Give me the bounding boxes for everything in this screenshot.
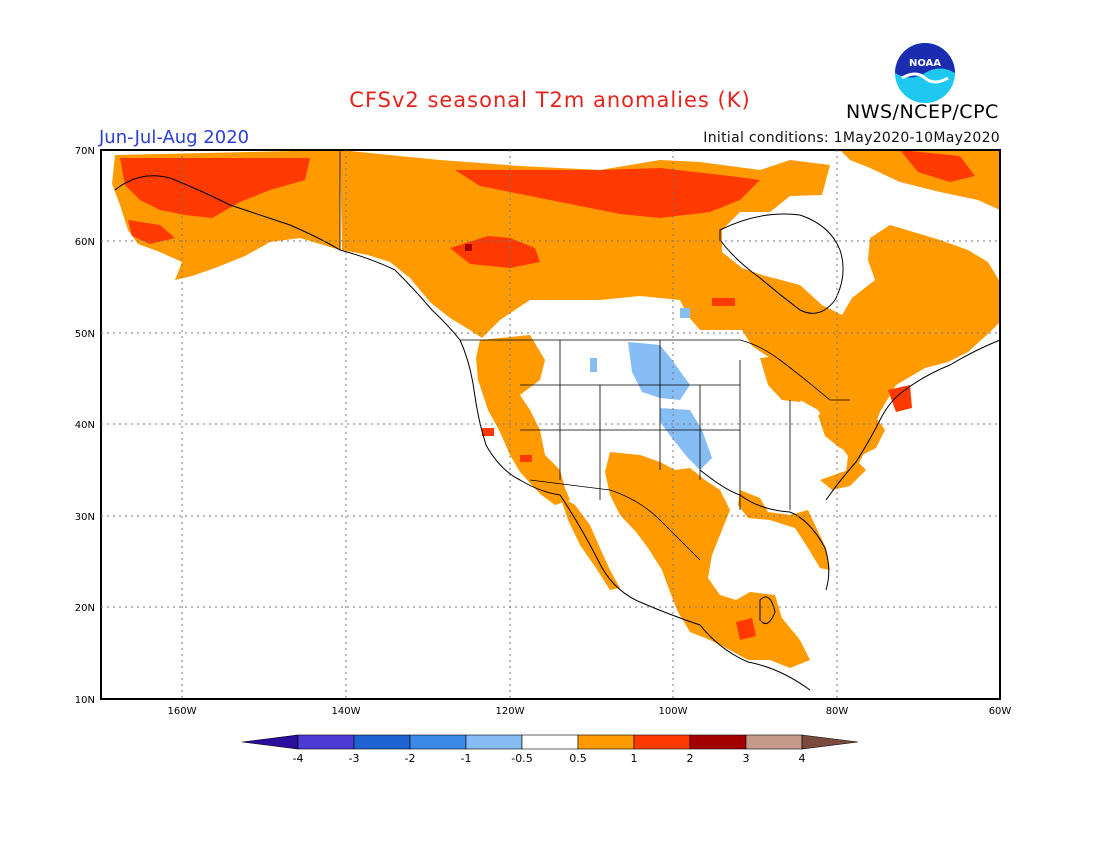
season-label: Jun-Jul-Aug 2020 bbox=[99, 127, 250, 148]
lat-label-30: 30N bbox=[75, 512, 95, 523]
colorbar-swatch bbox=[465, 734, 523, 750]
coastlines bbox=[114, 175, 1001, 691]
colorbar-label: -4 bbox=[293, 752, 304, 765]
colorbar-swatch bbox=[297, 734, 355, 750]
colorbar-swatch bbox=[689, 734, 747, 750]
colorbar-swatch bbox=[577, 734, 635, 750]
colorbar-label: 4 bbox=[799, 752, 806, 765]
colorbar-label: -3 bbox=[349, 752, 360, 765]
colorbar-label: 3 bbox=[743, 752, 750, 765]
lon-label-60w: 60W bbox=[989, 706, 1012, 717]
colorbar-swatch bbox=[633, 734, 691, 750]
colorbar-swatch bbox=[241, 734, 299, 750]
lon-label-160w: 160W bbox=[168, 706, 197, 717]
colorbar-swatch bbox=[409, 734, 467, 750]
colorbar-label: -1 bbox=[461, 752, 472, 765]
noaa-logo: NOAA bbox=[895, 43, 955, 103]
colorbar: -4 -3 -2 -1 -0.5 0.5 1 2 3 4 bbox=[241, 734, 859, 765]
colorbar-label: 2 bbox=[687, 752, 694, 765]
lat-label-40: 40N bbox=[75, 420, 95, 431]
lat-label-10: 10N bbox=[75, 695, 95, 706]
initial-conditions-label: Initial conditions: 1May2020-10May2020 bbox=[703, 130, 1000, 146]
lon-label-120w: 120W bbox=[496, 706, 525, 717]
cool-anomaly-regions bbox=[590, 308, 712, 470]
latitude-labels: 70N 60N 50N 40N 30N 20N 10N bbox=[75, 146, 95, 706]
graticule bbox=[101, 150, 1000, 699]
lon-label-140w: 140W bbox=[332, 706, 361, 717]
extreme-warm-spot bbox=[465, 244, 472, 251]
lat-label-50: 50N bbox=[75, 329, 95, 340]
colorbar-swatch bbox=[521, 734, 579, 750]
colorbar-label: -2 bbox=[405, 752, 416, 765]
chart-title: CFSv2 seasonal T2m anomalies (K) bbox=[349, 88, 751, 112]
lon-label-100w: 100W bbox=[659, 706, 688, 717]
colorbar-label: 1 bbox=[631, 752, 638, 765]
agency-label: NWS/NCEP/CPC bbox=[846, 101, 999, 123]
strong-warm-anomaly-regions bbox=[120, 150, 975, 640]
lat-label-70: 70N bbox=[75, 146, 95, 157]
longitude-labels: 160W 140W 120W 100W 80W 60W bbox=[168, 706, 1012, 717]
lon-label-80w: 80W bbox=[826, 706, 849, 717]
colorbar-swatch bbox=[353, 734, 411, 750]
lat-label-60: 60N bbox=[75, 237, 95, 248]
colorbar-swatch bbox=[801, 734, 859, 750]
political-borders bbox=[339, 150, 850, 561]
colorbar-label: -0.5 bbox=[511, 752, 532, 765]
colorbar-label: 0.5 bbox=[569, 752, 587, 765]
logo-text: NOAA bbox=[909, 58, 941, 69]
warm-anomaly-regions bbox=[112, 150, 1000, 668]
colorbar-swatch bbox=[745, 734, 803, 750]
lat-label-20: 20N bbox=[75, 603, 95, 614]
